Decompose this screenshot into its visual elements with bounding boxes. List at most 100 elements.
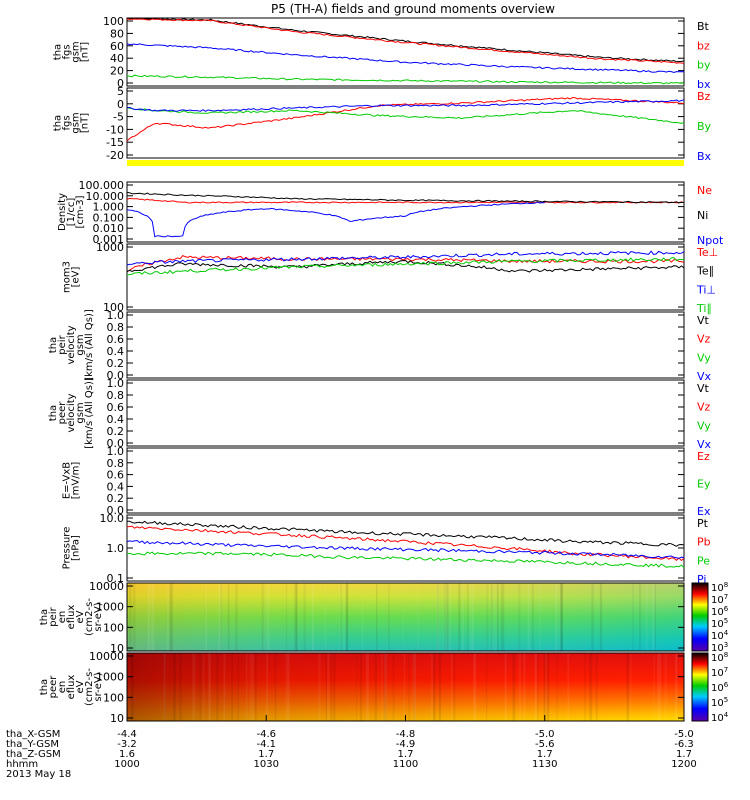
spectrogram-streak: [584, 653, 586, 721]
spectrogram-streak: [518, 583, 521, 651]
y-tick-label: 1.0: [107, 377, 125, 390]
spectrogram-streak: [133, 583, 136, 651]
spectrogram-streak: [447, 583, 449, 651]
spectrogram-streak: [339, 583, 341, 651]
y-tick-label: 1000: [96, 241, 124, 254]
spectrogram-streak: [327, 653, 330, 721]
y-axis-label: tha: [39, 679, 50, 695]
series-pe: [126, 551, 685, 569]
x-row-value: -3.2: [117, 739, 137, 750]
y-axis-label: peer: [57, 401, 68, 425]
y-axis-label: [1/cc]: [66, 198, 77, 227]
spectrogram-streak: [495, 583, 497, 651]
colorbar-tick-label: 108: [711, 651, 728, 664]
spectrogram-streak: [654, 583, 656, 651]
y-tick-label: 0.4: [107, 345, 125, 358]
colorbar: [691, 582, 709, 652]
x-row-value: 1130: [532, 759, 557, 770]
panel-frame: [126, 447, 685, 514]
legend-npot: Npot: [697, 234, 724, 247]
y-tick-label: 40: [110, 52, 124, 65]
spectrogram-streak: [653, 653, 655, 721]
y-tick-label: 0.2: [107, 492, 125, 505]
spectrogram-streak: [387, 583, 390, 651]
y-tick-label: 20: [110, 65, 124, 78]
y-tick-label: 0.8: [107, 321, 125, 334]
spectrogram-streak: [589, 653, 593, 721]
legend-ti∥: Ti∥: [696, 302, 712, 315]
y-tick-label: 1000: [96, 601, 124, 614]
y-tick-label: 0.4: [107, 480, 125, 493]
colorbar-tick-label: 104: [711, 629, 729, 642]
spectrogram-streak: [471, 583, 474, 651]
y-tick-label: 0.8: [107, 389, 125, 402]
legend-by: By: [697, 120, 712, 133]
y-tick-label: 0.2: [107, 425, 125, 438]
y-tick-label: 100: [103, 621, 124, 634]
y-tick-label: 60: [110, 40, 124, 53]
spectrogram-streak: [342, 583, 346, 651]
series-bt: [127, 18, 685, 63]
y-axis-label: Density: [57, 193, 68, 231]
date-label: 2013 May 18: [6, 769, 71, 780]
figure-title: P5 (TH-A) fields and ground moments over…: [271, 2, 555, 16]
y-tick-label: -20: [106, 149, 124, 162]
spectrogram-streak: [174, 653, 176, 721]
spectrogram-streak: [534, 653, 537, 721]
spectrogram-streak: [467, 583, 469, 651]
legend-ez: Ez: [697, 450, 710, 463]
y-axis-label: [eV]: [71, 267, 82, 288]
spectrogram-streak: [359, 653, 362, 721]
spectrogram-streak: [402, 583, 404, 651]
y-axis-label: fgs: [62, 115, 73, 130]
spectrogram-streak: [167, 583, 169, 651]
spectrogram-streak: [518, 653, 522, 721]
y-axis-label: mom3: [62, 261, 73, 293]
y-tick-label: 10000: [89, 580, 124, 593]
spectrogram-streak: [392, 653, 395, 721]
legend-vz: Vz: [697, 333, 711, 346]
legend-by: by: [697, 59, 711, 72]
legend-ne: Ne: [697, 184, 712, 197]
y-tick-label: 0.8: [107, 457, 125, 470]
y-tick-label: 80: [110, 27, 124, 40]
spectrogram-streak: [544, 653, 547, 721]
y-tick-label: 0.6: [107, 333, 125, 346]
colorbar-tick-label: 108: [711, 581, 728, 594]
x-row-value: 1.7: [258, 749, 274, 760]
spectrogram-streak: [179, 653, 181, 721]
y-axis-label: eV: [75, 680, 86, 693]
spectrogram-shade: [127, 653, 684, 721]
series-ni: [126, 192, 685, 204]
spectrogram-streak: [374, 653, 377, 721]
colorbar-tick-label: 104: [711, 711, 729, 724]
spectrogram-streak: [164, 653, 166, 721]
panel-stack: 100806040200thafgsgsm[nT]Btbzbybx50-5-10…: [39, 15, 729, 725]
spectrogram-streak: [567, 653, 570, 721]
spectrogram-streak: [218, 583, 221, 651]
x-row-value: -5.0: [535, 729, 555, 740]
series-pb: [127, 525, 685, 562]
y-tick-label: 1.0: [107, 542, 125, 555]
spectrogram-streak: [652, 583, 655, 651]
y-axis-label: eflux: [66, 605, 77, 630]
spectrogram-streak: [266, 653, 268, 721]
spectrogram-streak: [442, 583, 446, 651]
y-tick-label: 10.000: [86, 190, 125, 203]
spectrogram-streak: [626, 653, 630, 721]
series-ti∥: [126, 257, 685, 276]
panel-frame: [126, 181, 685, 243]
spectrogram-streak: [251, 653, 254, 721]
legend-vz: Vz: [697, 401, 711, 414]
panel-7: 1.00.80.60.40.20.0 E=-VxB[mV/m] Ez Ey Ex: [62, 445, 711, 518]
series-te⊥: [126, 254, 685, 273]
y-tick-label: 0: [117, 77, 124, 90]
y-tick-label: 0.0: [107, 504, 125, 517]
panel-frame: [126, 379, 685, 447]
spectrogram-streak: [249, 653, 252, 721]
x-row-value: -4.9: [396, 739, 416, 750]
spectrogram-streak: [286, 653, 290, 721]
y-axis-label: E=-VxB: [62, 462, 73, 499]
legend-bt: Bt: [697, 20, 710, 33]
